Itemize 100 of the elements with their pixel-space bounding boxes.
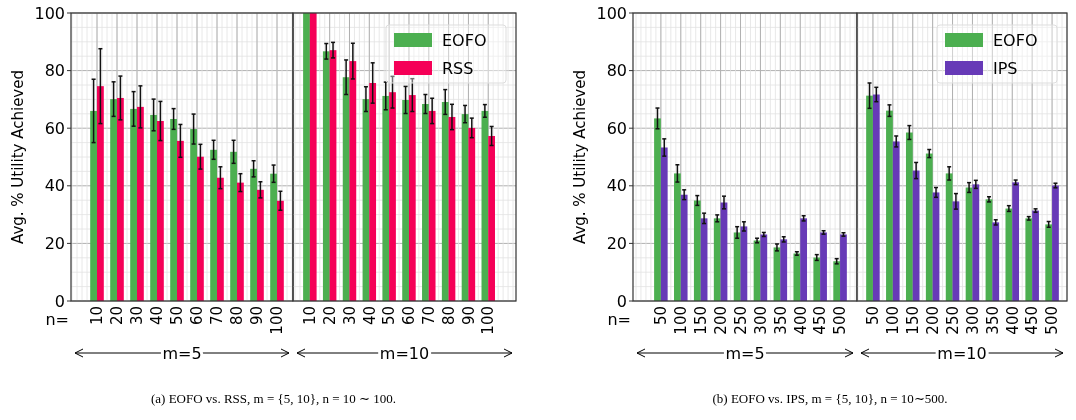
- x-tick-label: 40: [360, 306, 379, 326]
- y-tick-label: 80: [44, 61, 65, 81]
- x-tick-label: 10: [88, 306, 107, 326]
- bar: [481, 110, 489, 301]
- bar: [905, 132, 913, 301]
- x-tick-label: 50: [864, 306, 883, 326]
- y-tick-label: 0: [616, 291, 627, 311]
- y-tick-label: 80: [606, 61, 627, 81]
- bar: [97, 86, 104, 301]
- bar: [277, 200, 284, 301]
- bar: [303, 13, 310, 301]
- bar: [1045, 224, 1053, 301]
- x-tick-label: 100: [884, 306, 903, 335]
- legend-label: RSS: [442, 58, 474, 78]
- x-tick-label: 70: [420, 306, 439, 326]
- bar: [130, 108, 137, 301]
- bar: [197, 156, 204, 301]
- bar: [90, 110, 97, 301]
- bar: [362, 99, 370, 301]
- text: (b) EOFO vs. IPS, m = {5, 10}, n = 10∼500.: [712, 391, 948, 406]
- bar: [833, 261, 841, 301]
- bar: [342, 77, 350, 301]
- x-tick-label: 70: [208, 306, 227, 326]
- bar: [170, 118, 177, 301]
- bar: [329, 50, 337, 301]
- bar: [945, 173, 953, 301]
- x-tick-label: 250: [731, 306, 750, 335]
- bar: [992, 222, 1000, 301]
- x-tick-label: 450: [811, 306, 830, 335]
- x-tick-label: 400: [791, 306, 810, 335]
- x-tick-label: 30: [340, 306, 359, 326]
- bar: [793, 253, 801, 301]
- bar: [230, 151, 237, 301]
- bar: [1012, 182, 1020, 301]
- x-tick-label: 150: [691, 306, 710, 335]
- bar: [110, 99, 117, 301]
- bar: [468, 127, 476, 301]
- legend-label: EOFO: [442, 30, 487, 50]
- bar: [972, 184, 980, 301]
- bar: [780, 239, 788, 301]
- bar: [674, 173, 681, 301]
- x-tick-label: 200: [711, 306, 730, 335]
- x-tick-label: 20: [108, 306, 127, 326]
- x-tick-label: 350: [983, 306, 1002, 335]
- x-tick-label: 350: [771, 306, 790, 335]
- y-tick-label: 0: [54, 291, 65, 311]
- y-tick-label: 20: [606, 234, 627, 253]
- bar: [137, 106, 144, 301]
- x-tick-label: 90: [248, 306, 267, 326]
- text: m=10: [379, 343, 430, 363]
- x-tick-label: 20: [320, 306, 339, 326]
- bar: [1032, 210, 1039, 301]
- bar: [322, 51, 330, 301]
- bar: [733, 232, 741, 301]
- x-tick-label: 100: [672, 306, 691, 335]
- x-tick-label: 100: [268, 306, 287, 335]
- bar: [886, 110, 893, 301]
- x-tick-label: 400: [1003, 306, 1022, 335]
- x-tick-label: 80: [439, 306, 458, 326]
- text: m=10: [937, 343, 987, 363]
- x-tick-label: 250: [943, 306, 962, 335]
- bar: [257, 189, 264, 301]
- text: m=5: [725, 343, 765, 363]
- bar: [654, 118, 661, 301]
- bar: [713, 218, 721, 301]
- x-tick-label: 90: [459, 306, 478, 326]
- y-tick-label: 40: [606, 176, 627, 196]
- bar: [250, 168, 257, 301]
- text: n=: [607, 310, 631, 329]
- text: (a) EOFO vs. RSS, m = {5, 10}, n = 10 ∼ 100.: [150, 391, 397, 406]
- bar: [892, 141, 900, 301]
- bar: [1052, 185, 1059, 301]
- legend-label: EOFO: [993, 30, 1038, 50]
- bar: [800, 218, 808, 301]
- bar: [157, 121, 164, 301]
- x-tick-label: 60: [188, 306, 207, 326]
- bar: [270, 173, 277, 301]
- x-tick-label: 450: [1023, 306, 1042, 335]
- y-tick-label: 100: [34, 3, 65, 23]
- bar: [150, 114, 157, 301]
- bar: [866, 95, 873, 301]
- bar: [408, 95, 416, 301]
- bar: [488, 135, 495, 301]
- x-tick-label: 150: [903, 306, 922, 335]
- bar: [820, 232, 827, 301]
- bar: [1005, 208, 1013, 301]
- y-tick-label: 20: [44, 234, 65, 253]
- x-tick-label: 40: [148, 306, 167, 326]
- x-tick-label: 10: [301, 306, 320, 326]
- x-tick-label: 500: [1043, 306, 1062, 335]
- bar: [422, 104, 429, 301]
- text: m=5: [162, 343, 202, 363]
- bar: [925, 153, 933, 301]
- y-tick-label: 100: [596, 3, 627, 23]
- bar: [872, 94, 880, 301]
- bar: [237, 182, 244, 301]
- bar: [448, 116, 456, 301]
- y-axis-title: Avg. % Utility Achieved: [571, 69, 589, 245]
- bar: [210, 149, 217, 301]
- legend-label: IPS: [993, 58, 1018, 78]
